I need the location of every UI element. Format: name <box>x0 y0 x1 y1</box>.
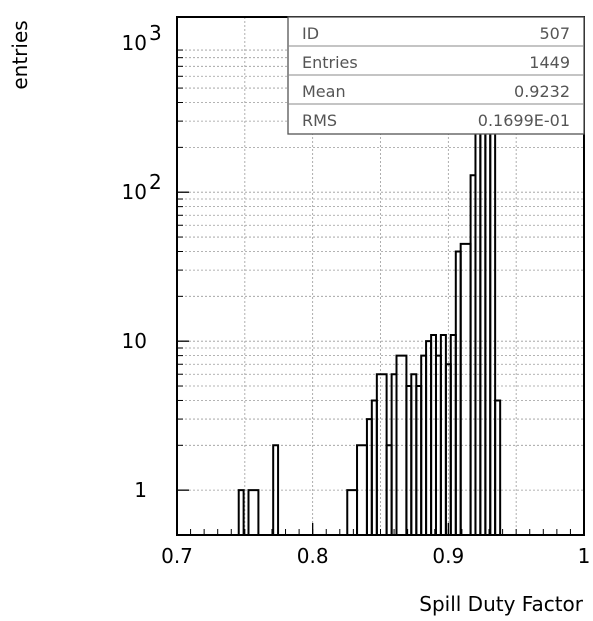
histogram-bar <box>375 373 388 535</box>
histogram-bar <box>346 489 359 535</box>
stats-value-rms: 0.1699E-01 <box>478 111 570 130</box>
histogram <box>237 80 502 535</box>
histogram-bar <box>237 489 245 535</box>
histogram-bar <box>272 444 280 535</box>
histogram-bar <box>494 399 502 535</box>
y-tick-exponent: 2 <box>149 170 162 194</box>
stats-key-id: ID <box>302 24 319 43</box>
stats-key-rms: RMS <box>302 111 337 130</box>
stats-box: ID 507 Entries 1449 Mean 0.9232 RMS 0.16… <box>287 16 585 135</box>
x-tick-label: 0.8 <box>297 544 329 568</box>
stats-value-mean: 0.9232 <box>514 82 570 101</box>
x-tick-label: 1 <box>578 544 591 568</box>
y-tick-label: 10 <box>122 329 147 353</box>
x-tick-label: 0.7 <box>161 544 193 568</box>
stats-value-id: 507 <box>539 24 570 43</box>
y-tick-exponent: 3 <box>149 21 162 45</box>
y-tick-label: 10 <box>122 31 147 55</box>
histogram-bar <box>459 242 472 535</box>
x-tick-label: 0.9 <box>432 544 464 568</box>
y-tick-label: 1 <box>134 478 147 502</box>
y-tick-label: 10 <box>122 180 147 204</box>
stats-key-mean: Mean <box>302 82 346 101</box>
stats-value-entries: 1449 <box>529 53 570 72</box>
stats-key-entries: Entries <box>302 53 358 72</box>
histogram-bar <box>247 489 260 535</box>
y-axis-title: entries <box>8 20 32 89</box>
x-axis-title: Spill Duty Factor <box>419 592 584 616</box>
